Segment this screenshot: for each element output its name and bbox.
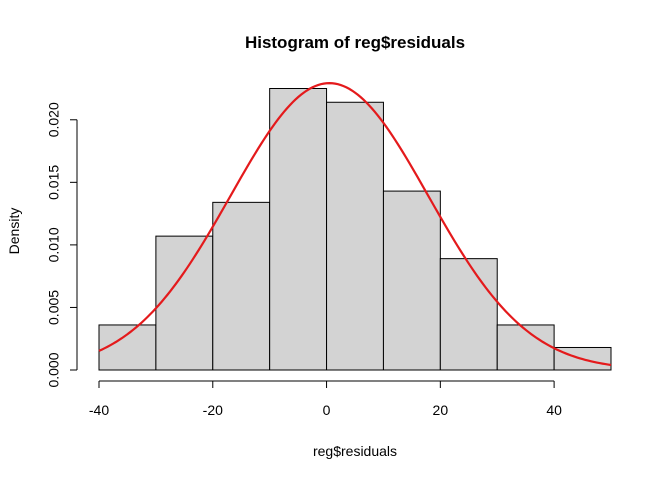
histogram-bar-4	[269, 88, 328, 371]
x-tick-label-3: 0	[323, 402, 331, 418]
histogram-bar-1	[98, 324, 157, 371]
x-tick-label-1: -40	[89, 402, 109, 418]
x-tick-label-5: 40	[546, 402, 562, 418]
y-tick-label-3: 0.010	[46, 227, 62, 262]
y-tick-label-5: 0.020	[46, 102, 62, 137]
y-tick-label-2: 0.005	[46, 290, 62, 325]
chart-title: Histogram of reg$residuals	[245, 33, 465, 52]
y-tick-label-4: 0.015	[46, 165, 62, 200]
y-tick-label-1: 0.000	[46, 352, 62, 387]
histogram-bar-3	[212, 201, 271, 371]
y-axis: 0.000 0.005 0.010 0.015 0.020	[46, 102, 78, 388]
y-axis-label: Density	[6, 208, 22, 255]
histogram-bar-8	[496, 324, 555, 371]
x-tick-label-2: -20	[203, 402, 223, 418]
x-axis-label: reg$residuals	[313, 443, 397, 459]
density-curve	[98, 82, 612, 367]
histogram-bar-5	[326, 101, 384, 371]
histogram-bar-2	[155, 235, 214, 371]
x-tick-label-4: 20	[433, 402, 449, 418]
histogram-bar-6	[382, 190, 441, 371]
histogram-bars	[98, 88, 612, 371]
histogram-bar-7	[439, 258, 498, 371]
x-axis: -40 -20 0 20 40	[89, 380, 562, 418]
